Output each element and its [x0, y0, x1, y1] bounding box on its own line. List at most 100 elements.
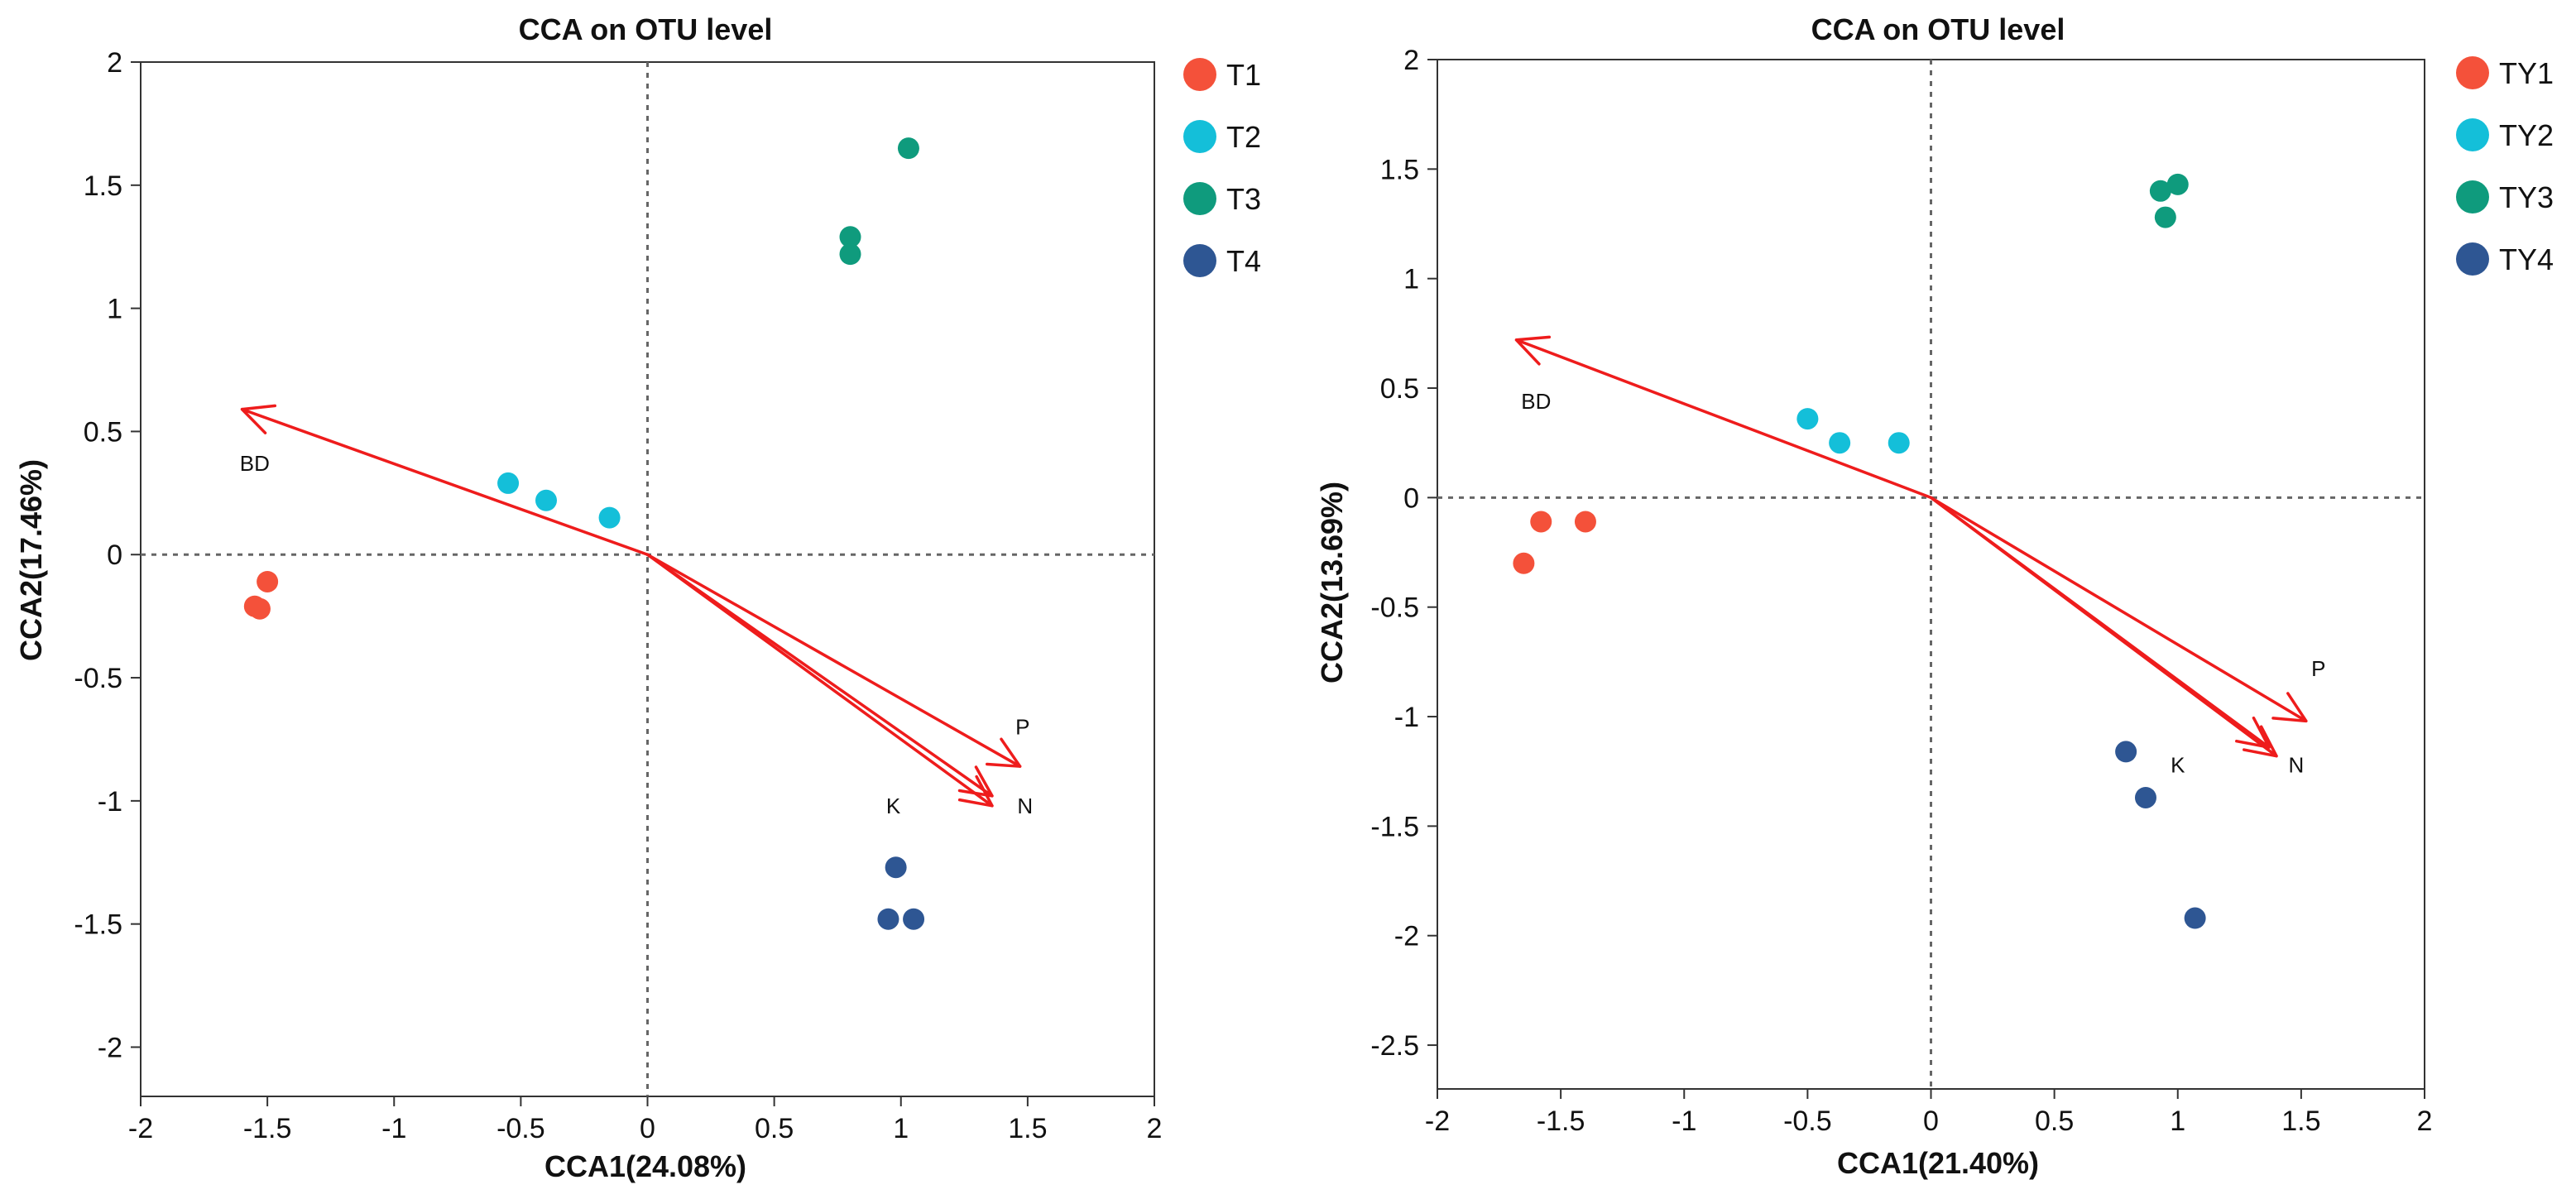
- y-tick-label: 2: [1403, 45, 1419, 76]
- point-ty2: [1829, 432, 1851, 454]
- x-tick-label: -1.5: [243, 1113, 292, 1144]
- x-axis-label: CCA1(24.08%): [544, 1149, 746, 1183]
- x-tick-label: 1: [2170, 1105, 2185, 1137]
- point-ty4: [2184, 907, 2206, 929]
- x-tick-label: 2: [1147, 1113, 1163, 1144]
- point-t3: [839, 226, 861, 248]
- x-axis-label: CCA1(21.40%): [1837, 1146, 2039, 1180]
- y-tick-label: 0.5: [84, 416, 122, 448]
- arrow-label-n: N: [2289, 752, 2305, 777]
- arrow-label-n: N: [1017, 794, 1033, 818]
- legend-marker-t1: [1183, 58, 1216, 91]
- point-t4: [885, 856, 907, 879]
- point-t2: [598, 506, 621, 529]
- y-tick-label: 0: [107, 540, 122, 571]
- point-ty3: [2154, 206, 2176, 228]
- x-tick-label: -1.5: [1537, 1105, 1585, 1137]
- y-tick-label: 2: [107, 47, 122, 79]
- arrow-label-p: P: [1015, 715, 1029, 740]
- x-tick-label: -1: [1672, 1105, 1696, 1137]
- x-tick-label: -2: [1425, 1105, 1450, 1137]
- legend-label-t4: T4: [1226, 244, 1261, 278]
- y-tick-label: 0: [1403, 482, 1419, 514]
- legend-marker-t3: [1183, 182, 1216, 215]
- y-axis-label: CCA2(13.69%): [1315, 482, 1349, 683]
- legend-label-ty1: TY1: [2499, 56, 2554, 90]
- x-tick-label: 1.5: [2281, 1105, 2320, 1137]
- legend-marker-ty2: [2456, 118, 2489, 151]
- chart-title: CCA on OTU level: [1811, 12, 2065, 46]
- point-t4: [903, 908, 925, 930]
- x-tick-label: 0.5: [755, 1113, 794, 1144]
- legend-label-t2: T2: [1226, 120, 1261, 154]
- arrow-p: [1929, 496, 2308, 723]
- x-tick-label: -2: [128, 1113, 153, 1144]
- legend-label-ty2: TY2: [2499, 118, 2554, 152]
- point-t1: [248, 597, 271, 620]
- chart-title: CCA on OTU level: [519, 12, 773, 46]
- legend-marker-ty1: [2456, 56, 2489, 89]
- y-tick-label: -1: [98, 786, 122, 818]
- legend-marker-ty3: [2456, 180, 2489, 213]
- cca-panel-right: CCA on OTU level CCA1(21.40%) CCA2(13.69…: [1315, 12, 2554, 1180]
- legend-marker-t4: [1183, 244, 1216, 277]
- point-ty2: [1796, 408, 1819, 430]
- y-axis-label: CCA2(17.46%): [14, 459, 48, 661]
- arrow-p: [645, 553, 1022, 768]
- point-ty1: [1574, 511, 1596, 533]
- point-t3: [839, 243, 861, 266]
- legend-label-t3: T3: [1226, 182, 1261, 216]
- y-tick-label: 1: [107, 294, 122, 325]
- arrow-k: [1929, 496, 2271, 749]
- point-t4: [877, 908, 899, 930]
- x-tick-label: 2: [2417, 1105, 2433, 1137]
- y-tick-label: -1.5: [1370, 811, 1419, 842]
- x-tick-label: 0: [640, 1113, 655, 1144]
- arrow-label-p: P: [2311, 656, 2325, 681]
- point-ty3: [2166, 173, 2189, 195]
- legend-marker-ty4: [2456, 242, 2489, 276]
- y-tick-label: 1: [1403, 264, 1419, 295]
- y-tick-label: -2: [98, 1032, 122, 1063]
- legend-label-t1: T1: [1226, 58, 1261, 92]
- point-t2: [497, 472, 520, 494]
- legend-marker-t2: [1183, 120, 1216, 153]
- arrow-bd: [1514, 335, 1933, 500]
- arrow-label-k: K: [2171, 752, 2185, 777]
- x-tick-label: 0.5: [2035, 1105, 2074, 1137]
- point-ty1: [1530, 511, 1552, 533]
- arrow-label-bd: BD: [1521, 389, 1551, 414]
- y-tick-label: 1.5: [1380, 154, 1419, 185]
- x-tick-label: 1.5: [1008, 1113, 1047, 1144]
- y-tick-label: -1.5: [74, 909, 122, 941]
- x-tick-label: 0: [1923, 1105, 1939, 1137]
- point-t2: [535, 489, 557, 511]
- x-tick-label: -0.5: [1783, 1105, 1832, 1137]
- legend-label-ty3: TY3: [2499, 180, 2554, 214]
- arrow-label-bd: BD: [240, 451, 270, 476]
- x-tick-label: -0.5: [496, 1113, 545, 1144]
- legend-label-ty4: TY4: [2499, 242, 2554, 276]
- y-tick-label: -2: [1394, 921, 1419, 952]
- y-tick-label: -0.5: [74, 663, 122, 694]
- point-ty4: [2115, 741, 2137, 763]
- x-tick-label: 1: [893, 1113, 909, 1144]
- point-ty2: [1888, 432, 1910, 454]
- y-tick-label: -0.5: [1370, 592, 1419, 624]
- y-tick-label: 0.5: [1380, 373, 1419, 405]
- arrow-bd: [240, 404, 650, 556]
- point-ty3: [2149, 180, 2171, 202]
- y-tick-label: -1: [1394, 702, 1419, 733]
- point-t3: [897, 137, 919, 160]
- y-tick-label: -2.5: [1370, 1030, 1419, 1062]
- y-tick-label: 1.5: [84, 170, 122, 202]
- cca-panel-left: CCA on OTU level CCA1(24.08%) CCA2(17.46…: [14, 12, 1261, 1183]
- arrow-label-k: K: [886, 794, 901, 818]
- x-tick-label: -1: [381, 1113, 406, 1144]
- point-t1: [257, 570, 279, 592]
- arrow-k: [645, 553, 994, 798]
- point-ty4: [2134, 786, 2156, 808]
- point-ty1: [1513, 552, 1535, 574]
